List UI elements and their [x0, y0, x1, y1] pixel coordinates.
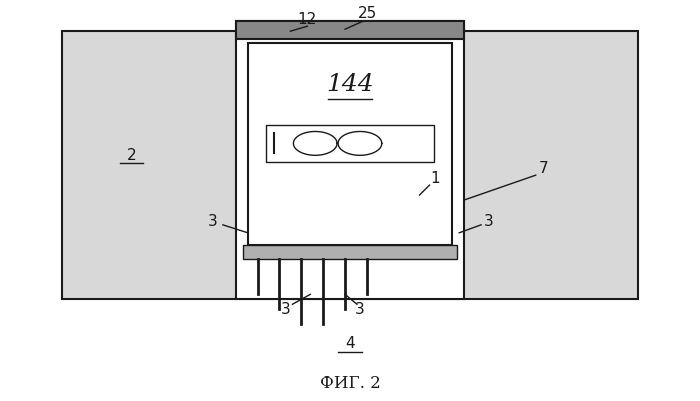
Bar — [62, 31, 638, 299]
Text: 12: 12 — [298, 12, 317, 27]
Text: 3: 3 — [208, 215, 218, 229]
Text: 3: 3 — [281, 302, 290, 317]
Text: 25: 25 — [358, 6, 377, 21]
Bar — [243, 245, 457, 259]
Text: 3: 3 — [484, 215, 494, 229]
Bar — [265, 125, 435, 162]
Text: 144: 144 — [326, 73, 374, 96]
Text: 3: 3 — [355, 302, 365, 317]
Bar — [236, 21, 464, 39]
Text: ФИГ. 2: ФИГ. 2 — [320, 375, 380, 392]
Bar — [248, 43, 452, 245]
Text: 7: 7 — [539, 161, 549, 176]
Bar — [236, 21, 464, 299]
Text: 1: 1 — [430, 171, 440, 186]
Text: 2: 2 — [127, 148, 136, 163]
Text: 4: 4 — [345, 336, 355, 352]
